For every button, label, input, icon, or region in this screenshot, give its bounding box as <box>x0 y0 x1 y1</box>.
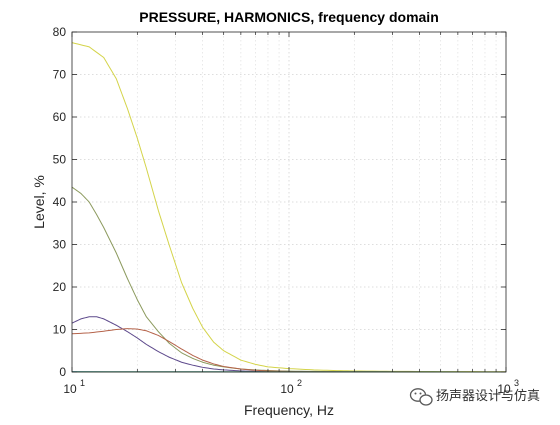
watermark-text: 扬声器设计与仿真 <box>436 388 540 403</box>
x-axis-label: Frequency, Hz <box>244 402 334 418</box>
y-axis-label: Level, % <box>31 175 47 229</box>
y-tick-label: 80 <box>53 25 67 39</box>
x-tick-label-base: 10 <box>63 382 77 396</box>
grid <box>72 32 506 372</box>
x-tick-label-exponent: 2 <box>297 378 302 388</box>
y-tick-label: 40 <box>53 195 67 209</box>
x-tick-label-base: 10 <box>280 382 294 396</box>
x-tick-label-exponent: 1 <box>80 378 85 388</box>
y-tick-label: 20 <box>53 280 67 294</box>
wechat-logo-icon <box>411 389 433 405</box>
y-tick-label: 30 <box>53 238 67 252</box>
y-tick-label: 10 <box>53 323 67 337</box>
y-tick-label: 0 <box>59 365 66 379</box>
watermark: 扬声器设计与仿真 <box>411 388 541 405</box>
y-tick-labels: 0 10 20 30 40 50 60 70 80 <box>53 25 67 379</box>
chart-title: PRESSURE, HARMONICS, frequency domain <box>139 9 439 25</box>
y-tick-label: 70 <box>53 68 67 82</box>
y-tick-label: 50 <box>53 153 67 167</box>
x-tick-label-exponent: 3 <box>514 378 519 388</box>
y-tick-label: 60 <box>53 110 67 124</box>
